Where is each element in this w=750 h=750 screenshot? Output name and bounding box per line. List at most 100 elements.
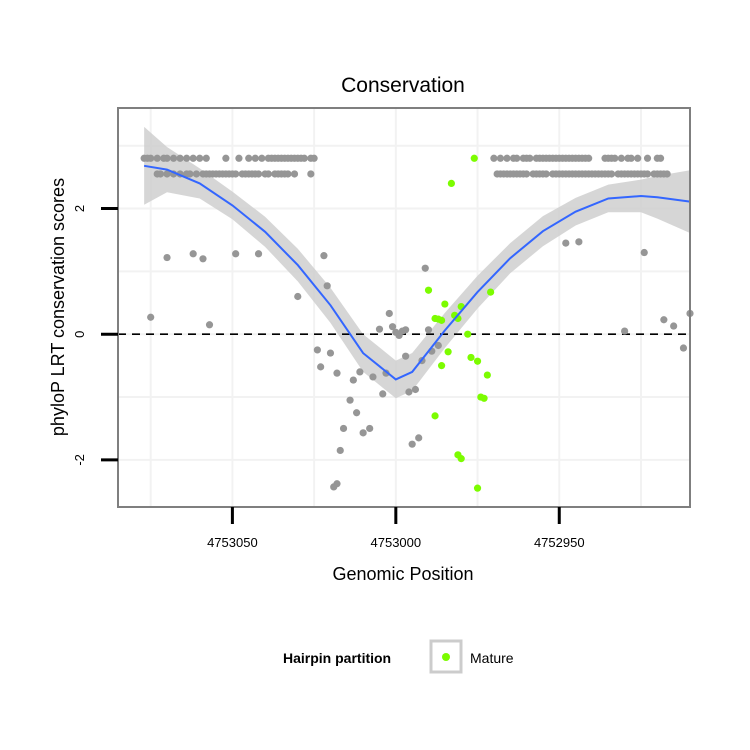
- data-point-other: [346, 396, 354, 404]
- y-axis-title: phyloP LRT conservation scores: [48, 178, 68, 436]
- data-point-mature: [467, 353, 475, 362]
- data-point-mature: [464, 330, 472, 338]
- data-point-other: [264, 170, 272, 178]
- data-point-other: [513, 154, 521, 162]
- data-point-other: [640, 248, 648, 257]
- data-point-other: [333, 369, 341, 377]
- data-point-other: [336, 446, 344, 455]
- data-point-other: [490, 154, 498, 162]
- data-point-other: [310, 154, 318, 162]
- data-point-other: [379, 390, 387, 398]
- data-point-mature: [480, 394, 488, 402]
- data-point-other: [176, 154, 184, 162]
- data-point-other: [189, 250, 197, 258]
- data-point-other: [415, 434, 423, 442]
- data-point-other: [163, 154, 171, 162]
- points-other-series: [140, 154, 694, 491]
- data-point-other: [235, 154, 243, 162]
- data-point-other: [643, 154, 652, 162]
- y-tick-label: -2: [72, 454, 87, 466]
- data-point-other: [542, 170, 550, 178]
- data-point-other: [163, 170, 171, 178]
- data-point-other: [313, 346, 321, 354]
- y-tick-label: 2: [72, 205, 87, 212]
- data-point-other: [156, 170, 165, 178]
- data-point-other: [411, 385, 420, 394]
- x-tick-label: 4753000: [371, 535, 422, 550]
- data-point-other: [196, 154, 204, 162]
- data-point-mature: [483, 371, 491, 379]
- data-point-other: [656, 154, 665, 162]
- data-point-other: [585, 154, 593, 162]
- legend-key-mature: [442, 653, 450, 661]
- y-axis-ticks: -2 0 2: [72, 205, 118, 466]
- data-point-other: [663, 170, 671, 178]
- data-point-other: [339, 424, 348, 433]
- data-point-other: [245, 154, 253, 162]
- x-tick-label: 4753050: [207, 535, 258, 550]
- data-point-other: [575, 238, 583, 246]
- legend-title: Hairpin partition: [283, 650, 391, 666]
- data-point-other: [522, 170, 531, 178]
- data-point-other: [385, 309, 393, 318]
- data-point-other: [199, 255, 207, 263]
- data-point-other: [670, 322, 678, 330]
- data-point-other: [169, 154, 178, 162]
- data-point-other: [503, 154, 511, 162]
- data-point-other: [388, 323, 397, 331]
- data-point-other: [317, 363, 325, 371]
- data-point-mature: [473, 484, 482, 492]
- x-axis-ticks: 4753050 4753000 4752950: [207, 507, 585, 550]
- data-point-other: [251, 154, 259, 162]
- data-point-other: [496, 154, 505, 162]
- data-point-other: [232, 170, 240, 178]
- data-point-other: [660, 316, 668, 324]
- data-point-other: [402, 352, 410, 360]
- data-point-other: [153, 154, 161, 162]
- data-point-other: [349, 376, 357, 384]
- data-point-other: [607, 170, 616, 178]
- data-point-other: [323, 282, 331, 290]
- data-point-other: [254, 170, 263, 178]
- data-point-mature: [431, 412, 439, 420]
- data-point-mature: [457, 455, 465, 463]
- data-point-other: [634, 154, 642, 162]
- data-point-other: [284, 170, 292, 178]
- data-point-other: [258, 154, 266, 162]
- data-point-other: [183, 154, 191, 162]
- data-point-other: [643, 170, 652, 178]
- data-point-other: [359, 429, 367, 437]
- data-point-other: [254, 250, 263, 258]
- y-tick-label: 0: [72, 331, 87, 338]
- data-point-other: [434, 341, 442, 350]
- data-point-other: [147, 313, 155, 321]
- data-point-other: [222, 154, 230, 162]
- plot-border: [117, 107, 691, 508]
- data-point-mature: [437, 362, 446, 370]
- plot-panel: [117, 107, 694, 508]
- data-point-other: [679, 344, 688, 352]
- data-point-other: [627, 154, 635, 162]
- data-point-mature: [441, 300, 449, 308]
- data-point-other: [562, 239, 570, 247]
- legend: Hairpin partition Mature: [283, 639, 514, 674]
- data-point-other: [526, 154, 534, 162]
- data-point-mature: [437, 316, 446, 324]
- data-point-other: [294, 292, 302, 301]
- data-point-other: [232, 250, 240, 258]
- data-point-mature: [470, 154, 478, 162]
- data-point-mature: [473, 357, 482, 365]
- data-point-other: [402, 326, 410, 334]
- data-point-other: [621, 327, 629, 335]
- x-tick-label: 4752950: [534, 535, 585, 550]
- data-point-other: [424, 326, 433, 334]
- data-point-mature: [487, 288, 495, 296]
- data-point-other: [375, 325, 384, 333]
- data-point-other: [192, 170, 201, 178]
- data-point-other: [147, 154, 155, 162]
- smooth-line: [143, 164, 691, 381]
- data-point-other: [307, 170, 315, 178]
- data-point-other: [333, 480, 341, 488]
- data-point-mature: [447, 179, 455, 188]
